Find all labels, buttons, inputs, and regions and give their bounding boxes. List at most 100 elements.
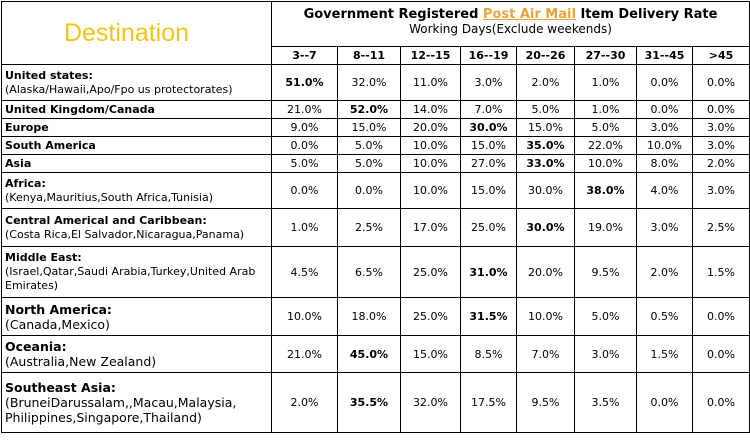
region-detail: (Alaska/Hawaii,Apo/Fpo us protectorates)	[5, 82, 233, 96]
table-row: North America: (Canada,Mexico) 10.0% 18.…	[1, 297, 750, 336]
table-row: Central Americal and Caribbean: (Costa R…	[1, 208, 750, 247]
rate-cell: 5.0%	[337, 154, 401, 173]
rate-cell: 0.0%	[692, 372, 750, 433]
rate-cell: 3.0%	[636, 118, 693, 137]
rate-cell: 5.0%	[516, 100, 575, 119]
table-row: Asia 5.0% 5.0% 10.0% 27.0% 33.0% 10.0% 8…	[1, 154, 750, 173]
rate-cell: 1.0%	[271, 208, 338, 247]
rate-cell: 27.0%	[460, 154, 517, 173]
rate-cell: 8.5%	[460, 335, 517, 373]
rate-cell: 20.0%	[400, 118, 461, 137]
rate-cell: 0.0%	[337, 172, 401, 209]
rate-cell: 3.5%	[574, 372, 637, 433]
rate-cell: 2.0%	[271, 372, 338, 433]
rate-cell: 33.0%	[516, 154, 575, 173]
rate-cell: 3.0%	[460, 64, 517, 101]
rate-cell: 32.0%	[337, 64, 401, 101]
region-cell: Africa: (Kenya,Mauritius,South Africa,Tu…	[1, 172, 272, 209]
region-cell: Middle East: (Israel,Qatar,Saudi Arabia,…	[1, 246, 272, 298]
rate-cell: 0.0%	[692, 64, 750, 101]
table-row: Middle East: (Israel,Qatar,Saudi Arabia,…	[1, 246, 750, 298]
delivery-rate-table: Destination Government Registered Post A…	[1, 1, 750, 433]
rate-cell: 2.0%	[516, 64, 575, 101]
region-name: Africa:	[5, 176, 46, 190]
rate-cell: 3.0%	[692, 172, 750, 209]
column-header: 27--30	[574, 46, 637, 65]
table-row: Europe 9.0% 15.0% 20.0% 30.0% 15.0% 5.0%…	[1, 118, 750, 137]
title-row: Destination Government Registered Post A…	[1, 1, 750, 65]
rate-cell: 35.5%	[337, 372, 401, 433]
rate-cell: 0.0%	[636, 100, 693, 119]
rate-cell: 30.0%	[516, 172, 575, 209]
table-row: South America 0.0% 5.0% 10.0% 15.0% 35.0…	[1, 136, 750, 155]
rate-cell: 4.5%	[271, 246, 338, 298]
column-header: 8--11	[337, 46, 401, 65]
region-name: Middle East:	[5, 251, 82, 264]
rate-cell: 1.0%	[574, 64, 637, 101]
rate-cell: 38.0%	[574, 172, 637, 209]
rate-cell: 10.0%	[400, 154, 461, 173]
region-detail: (Israel,Qatar,Saudi Arabia,Turkey,United…	[5, 265, 256, 292]
rate-cell: 3.0%	[692, 118, 750, 137]
region-cell: Europe	[1, 118, 272, 137]
rate-cell: 15.0%	[460, 172, 517, 209]
region-cell: Southeast Asia: (BruneiDarussalam,,Macau…	[1, 372, 272, 433]
column-header-row: 3--7 8--11 12--15 16--19 20--26 27--30 3…	[2, 46, 750, 65]
column-header: 12--15	[400, 46, 461, 65]
rate-cell: 0.0%	[692, 100, 750, 119]
rate-cell: 10.0%	[400, 136, 461, 155]
region-detail: (Canada,Mexico)	[5, 316, 110, 332]
title-prefix: Government Registered	[303, 7, 483, 22]
rate-cell: 0.0%	[271, 172, 338, 209]
region-cell: Central Americal and Caribbean: (Costa R…	[1, 208, 272, 247]
rate-cell: 7.0%	[516, 335, 575, 373]
region-detail: (BruneiDarussalam,,Macau,Malaysia, Phili…	[5, 395, 237, 425]
rate-cell: 22.0%	[574, 136, 637, 155]
rate-cell: 32.0%	[400, 372, 461, 433]
rate-cell: 0.0%	[636, 64, 693, 101]
region-name: United states:	[5, 68, 93, 82]
rate-cell: 31.5%	[460, 297, 517, 336]
region-cell: United Kingdom/Canada	[1, 100, 272, 119]
rate-cell: 10.0%	[574, 154, 637, 173]
rate-cell: 2.0%	[692, 154, 750, 173]
rate-cell: 8.0%	[636, 154, 693, 173]
column-header: 3--7	[271, 46, 338, 65]
rate-cell: 35.0%	[516, 136, 575, 155]
rate-cell: 1.5%	[692, 246, 750, 298]
region-name: Oceania:	[5, 339, 67, 354]
region-cell: Oceania: (Australia,New Zealand)	[1, 335, 272, 373]
rate-cell: 6.5%	[337, 246, 401, 298]
rate-cell: 9.5%	[516, 372, 575, 433]
rate-cell: 0.0%	[271, 136, 338, 155]
rate-cell: 21.0%	[271, 335, 338, 373]
rate-cell: 7.0%	[460, 100, 517, 119]
region-cell: North America: (Canada,Mexico)	[1, 297, 272, 336]
rate-cell: 3.0%	[636, 208, 693, 247]
rate-cell: 30.0%	[516, 208, 575, 247]
rate-cell: 21.0%	[271, 100, 338, 119]
rate-cell: 45.0%	[337, 335, 401, 373]
region-cell: United states: (Alaska/Hawaii,Apo/Fpo us…	[1, 64, 272, 101]
table-row: Oceania: (Australia,New Zealand) 21.0% 4…	[1, 335, 750, 373]
rate-cell: 30.0%	[460, 118, 517, 137]
table-row: United states: (Alaska/Hawaii,Apo/Fpo us…	[1, 64, 750, 101]
region-name: Asia	[5, 156, 32, 170]
rate-cell: 15.0%	[337, 118, 401, 137]
rate-cell: 0.0%	[692, 297, 750, 336]
region-detail: (Kenya,Mauritius,South Africa,Tunisia)	[5, 190, 213, 204]
region-name: Southeast Asia:	[5, 380, 116, 395]
rate-cell: 10.0%	[636, 136, 693, 155]
rate-cell: 5.0%	[574, 297, 637, 336]
rate-cell: 18.0%	[337, 297, 401, 336]
rate-cell: 15.0%	[516, 118, 575, 137]
column-header: >45	[692, 46, 750, 65]
region-name: United Kingdom/Canada	[5, 102, 155, 116]
rate-cell: 51.0%	[271, 64, 338, 101]
table-subtitle: Working Days(Exclude weekends)	[409, 22, 612, 36]
column-header: 20--26	[516, 46, 575, 65]
rate-cell: 15.0%	[460, 136, 517, 155]
destination-heading: Destination	[1, 1, 272, 65]
rate-cell: 14.0%	[400, 100, 461, 119]
